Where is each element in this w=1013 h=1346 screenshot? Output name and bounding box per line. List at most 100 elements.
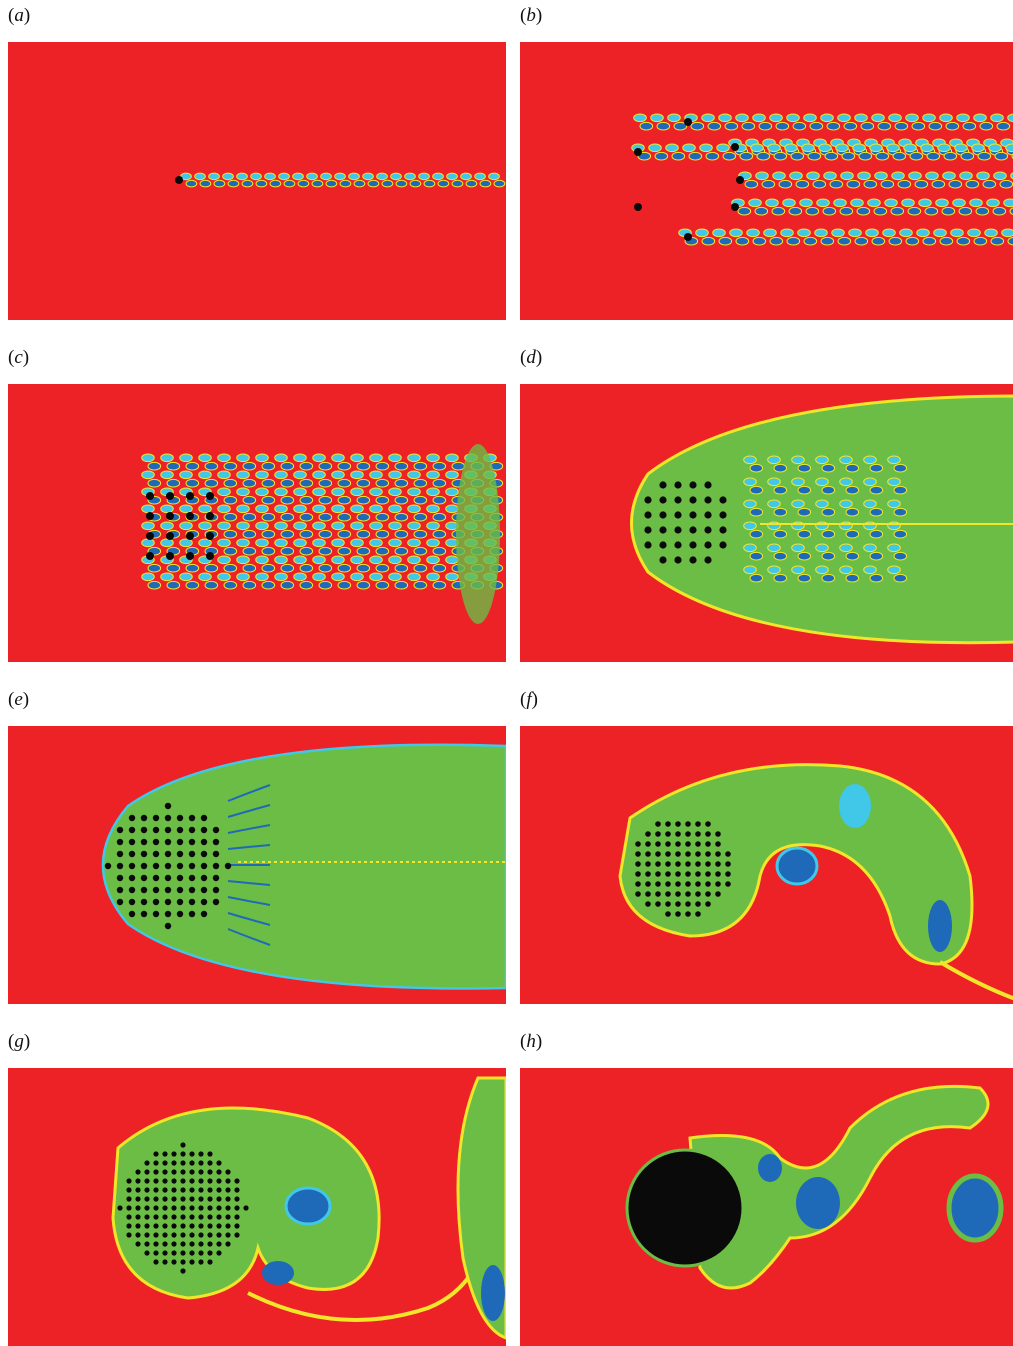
vortex-positive <box>313 488 326 496</box>
vortex-positive <box>756 172 769 180</box>
vortex-positive <box>351 573 364 581</box>
vortex-negative <box>657 122 670 130</box>
vortex-positive <box>849 229 862 237</box>
cylinder <box>177 875 183 881</box>
cylinder <box>153 815 159 821</box>
cylinder <box>189 1250 194 1255</box>
vortex-positive <box>237 505 250 513</box>
vortex-negative <box>1000 180 1013 188</box>
vortex-negative <box>878 122 891 130</box>
cylinder <box>141 887 147 893</box>
vortex-positive <box>817 199 830 207</box>
vortex-negative <box>167 462 180 470</box>
cylinder <box>655 831 661 837</box>
cylinder <box>165 827 171 833</box>
vortex-positive <box>955 144 968 152</box>
cylinder <box>207 1214 212 1219</box>
vortex-positive <box>391 173 402 180</box>
vortex-positive <box>256 522 269 530</box>
cylinder <box>171 1259 176 1264</box>
vortex-negative <box>270 180 281 187</box>
cylinder <box>177 899 183 905</box>
vortex-negative <box>846 508 859 516</box>
vortex-negative <box>414 547 427 555</box>
vortex-positive <box>377 173 388 180</box>
vortex-positive <box>370 573 383 581</box>
vortex-positive <box>408 488 421 496</box>
cylinder <box>689 481 696 488</box>
vortex-negative <box>433 564 446 572</box>
cylinder <box>180 1223 185 1228</box>
cylinder <box>166 512 174 520</box>
vortex-negative <box>961 152 974 160</box>
cylinder <box>171 1169 176 1174</box>
vortex-negative <box>186 180 197 187</box>
cylinder <box>216 1232 221 1237</box>
vortex-negative <box>912 122 925 130</box>
vortex-negative <box>861 122 874 130</box>
cylinder <box>216 1223 221 1228</box>
cylinder <box>665 881 671 887</box>
vortex-negative <box>870 508 883 516</box>
cylinder <box>705 891 711 897</box>
vortex-positive <box>744 478 757 486</box>
cylinder <box>177 815 183 821</box>
cylinder <box>216 1205 221 1210</box>
vortex-positive <box>275 505 288 513</box>
vortex-negative <box>300 530 313 538</box>
vortex-positive <box>237 539 250 547</box>
vortex-negative <box>759 122 772 130</box>
cylinder <box>129 911 135 917</box>
vortex-positive <box>142 471 155 479</box>
vortex-positive <box>161 522 174 530</box>
cylinder <box>144 1205 149 1210</box>
vortex-negative <box>963 122 976 130</box>
cylinder <box>715 841 721 847</box>
vortex-negative <box>376 547 389 555</box>
cylinder <box>665 891 671 897</box>
vortex-negative <box>243 581 256 589</box>
cylinder <box>198 1205 203 1210</box>
vortex-positive <box>875 172 888 180</box>
vortex-positive <box>940 114 953 122</box>
vortex-negative <box>357 462 370 470</box>
vortex-positive <box>294 505 307 513</box>
vortex-positive <box>256 454 269 462</box>
vortex-positive <box>446 471 459 479</box>
cylinder <box>189 1241 194 1246</box>
vortex-negative <box>753 237 766 245</box>
vortex-positive <box>275 539 288 547</box>
vortex-core <box>758 1154 782 1182</box>
cylinder <box>207 1178 212 1183</box>
cylinder <box>180 1268 185 1273</box>
vortex-negative <box>798 486 811 494</box>
vortex-positive <box>792 544 805 552</box>
cylinder <box>685 891 691 897</box>
vortex-negative <box>281 530 294 538</box>
vortex-negative <box>300 581 313 589</box>
cylinder <box>645 841 651 847</box>
cylinder <box>655 841 661 847</box>
vortex-negative <box>822 552 835 560</box>
vortex-negative <box>708 122 721 130</box>
cylinder <box>144 1214 149 1219</box>
vortex-positive <box>816 544 829 552</box>
vortex-negative <box>846 552 859 560</box>
vortex-negative <box>300 496 313 504</box>
vortex-positive <box>294 488 307 496</box>
cylinder <box>201 899 207 905</box>
vortex-positive <box>351 539 364 547</box>
vortex-positive <box>668 114 681 122</box>
vortex-positive <box>427 556 440 564</box>
vortex-negative <box>494 180 505 187</box>
cylinder <box>153 1178 158 1183</box>
panel-b <box>520 42 1013 320</box>
vortex-positive <box>787 114 800 122</box>
vortex-negative <box>338 547 351 555</box>
vortex-positive <box>904 144 917 152</box>
vortex-negative <box>414 530 427 538</box>
vortex-positive <box>256 488 269 496</box>
vortex-negative <box>262 462 275 470</box>
vortex-shell <box>113 1108 379 1298</box>
cylinder <box>177 839 183 845</box>
